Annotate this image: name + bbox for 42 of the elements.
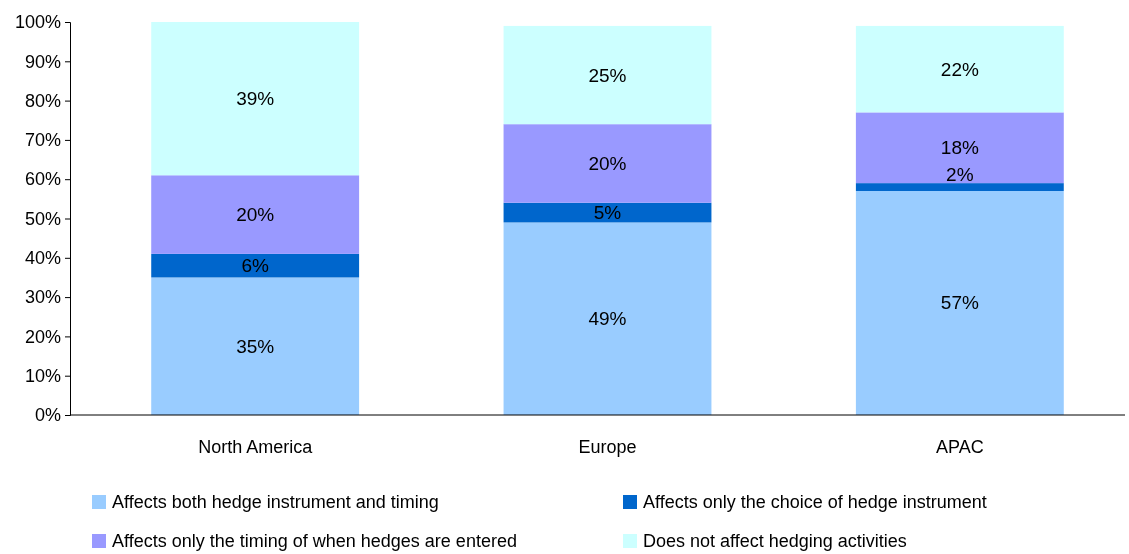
y-tick-label: 30% xyxy=(24,287,61,308)
data-label: 20% xyxy=(588,152,627,174)
y-tick-label: 40% xyxy=(24,248,61,269)
y-tick-label: 50% xyxy=(24,208,61,229)
data-label: 6% xyxy=(241,255,269,277)
y-tick-label: 80% xyxy=(24,90,61,111)
data-label: 5% xyxy=(593,202,622,224)
x-tick-label: APAC xyxy=(935,437,984,457)
x-tick-label: Europe xyxy=(578,437,637,457)
data-label: 25% xyxy=(588,64,627,86)
bar xyxy=(503,202,712,223)
y-tick-label: 90% xyxy=(24,51,61,72)
y-tick-label: 10% xyxy=(24,365,61,386)
legend-label: Affects both hedge instrument and timing xyxy=(112,492,439,512)
legend-label: Affects only the timing of when hedges are entered xyxy=(112,531,517,551)
x-tick-label: North America xyxy=(198,437,314,457)
data-label: 20% xyxy=(236,204,275,226)
bar xyxy=(855,183,1064,191)
y-tick-label: 60% xyxy=(24,169,61,190)
bar xyxy=(503,124,712,203)
y-tick-label: 20% xyxy=(24,326,61,347)
data-label: 39% xyxy=(236,88,275,110)
bar xyxy=(151,277,360,415)
data-label: 2% xyxy=(946,164,974,186)
bar xyxy=(855,190,1064,415)
data-label: 18% xyxy=(940,137,979,159)
bar xyxy=(855,112,1064,184)
bar xyxy=(503,222,712,415)
bar xyxy=(855,25,1064,113)
bar xyxy=(503,25,712,125)
legend-label: Affects only the choice of hedge instrument xyxy=(643,492,987,512)
y-tick-label: 0% xyxy=(34,405,61,426)
bar xyxy=(151,22,360,176)
data-label: 35% xyxy=(236,335,275,357)
bar xyxy=(151,253,360,278)
data-label: 22% xyxy=(940,58,979,80)
data-label: 49% xyxy=(588,308,627,330)
legend-label: Does not affect hedging activities xyxy=(643,531,907,551)
bar xyxy=(151,175,360,254)
y-tick-label: 70% xyxy=(24,130,61,151)
data-label: 57% xyxy=(940,292,979,314)
y-tick-label: 100% xyxy=(14,12,61,33)
